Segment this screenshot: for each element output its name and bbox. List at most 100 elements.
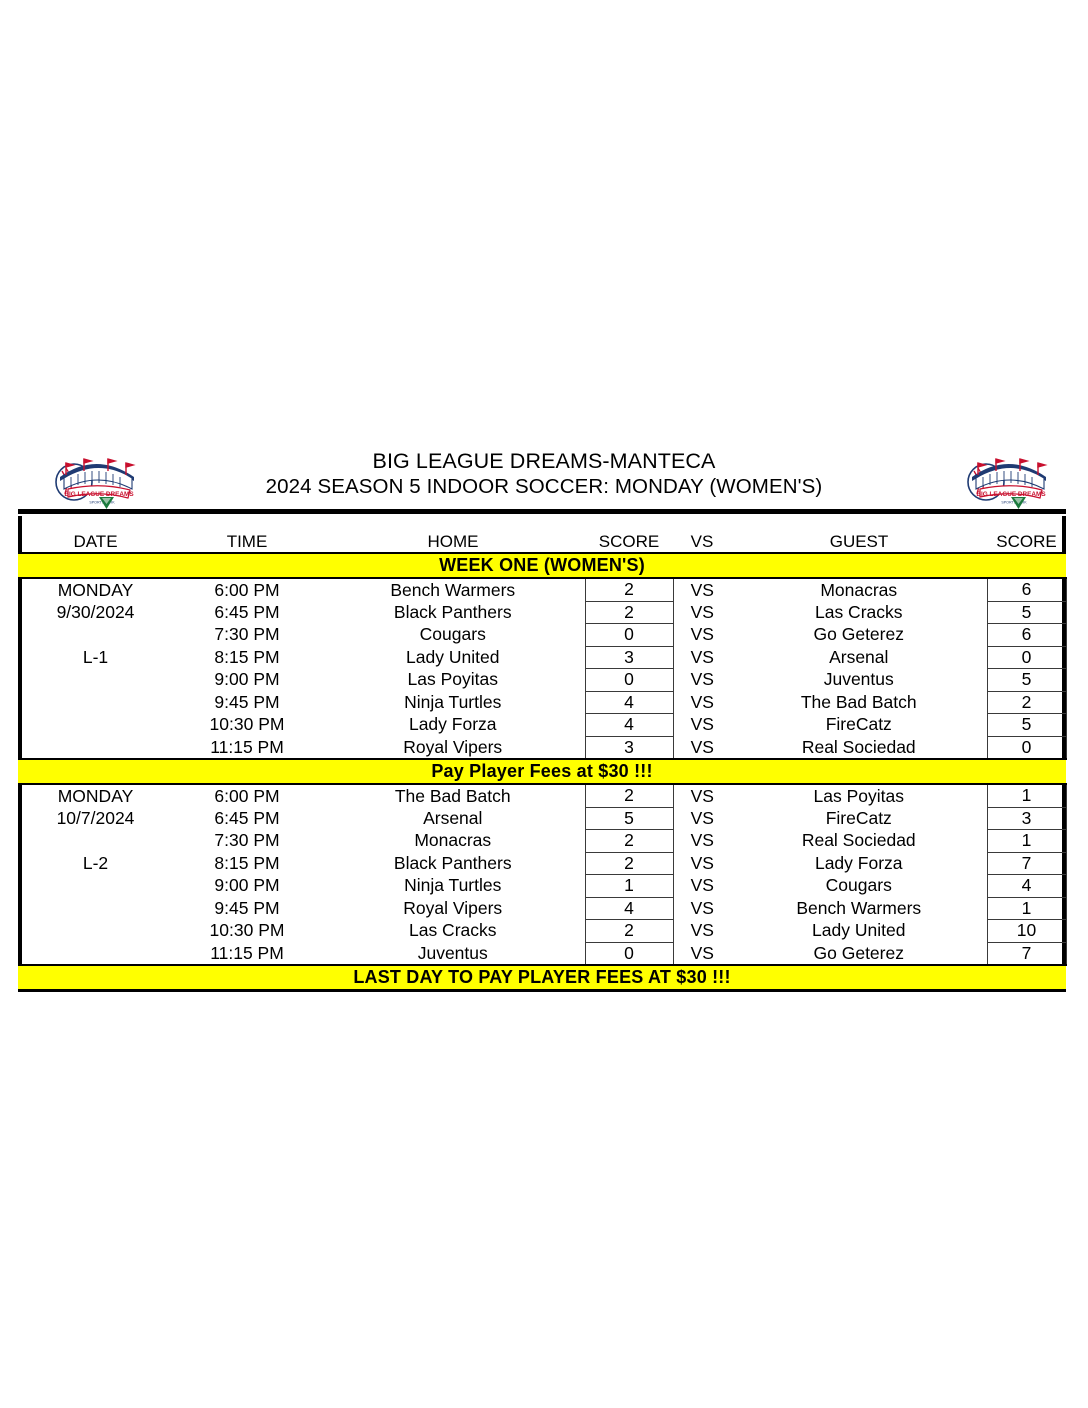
cell-time: 7:30 PM xyxy=(214,830,280,851)
title-line-1: BIG LEAGUE DREAMS-MANTECA xyxy=(372,449,716,473)
cell-home-team: Lady United xyxy=(406,646,500,667)
cell-home-score[interactable]: 2 xyxy=(584,919,674,943)
cell-home-team: Royal Vipers xyxy=(403,897,503,918)
cell-guest-team: Juventus xyxy=(823,669,894,690)
cell-vs: VS xyxy=(690,736,714,757)
cell-guest-team: FireCatz xyxy=(825,714,892,735)
cell-time: 9:45 PM xyxy=(214,691,280,712)
cell-time: 11:15 PM xyxy=(210,942,284,963)
cell-vs: VS xyxy=(690,830,714,851)
cell-home-team: Black Panthers xyxy=(393,601,512,622)
cell-date xyxy=(18,691,173,714)
cell-home-score[interactable]: 4 xyxy=(584,896,674,920)
cell-time: 6:45 PM xyxy=(214,601,280,622)
cell-home-score[interactable]: 5 xyxy=(584,806,674,830)
table-row: 9/30/2024 6:45 PM Black Panthers 2 VS Las Cra… xyxy=(18,600,1067,624)
cell-guest-score[interactable]: 0 xyxy=(986,645,1067,669)
cell-vs: VS xyxy=(690,942,714,963)
column-header-time: TIME xyxy=(173,530,321,554)
cell-home-score[interactable]: 2 xyxy=(584,577,674,602)
cell-guest-team: Las Poyitas xyxy=(813,785,904,806)
table-row: 7:30 PM Monacras 2 VS Real Sociedad 1 xyxy=(18,829,1067,853)
banner-row-pay-fees: Pay Player Fees at $30 !!! xyxy=(18,758,1066,785)
cell-home-score[interactable]: 0 xyxy=(584,623,674,647)
cell-guest-score[interactable]: 4 xyxy=(986,874,1067,898)
cell-home-score[interactable]: 4 xyxy=(584,690,674,714)
cell-vs: VS xyxy=(690,601,714,622)
page-title: BIG LEAGUE DREAMS-MANTECA 2024 SEASON 5 … xyxy=(160,448,928,499)
table-row: 10:30 PM Lady Forza 4 VS FireCatz 5 xyxy=(18,713,1067,737)
cell-guest-score[interactable]: 7 xyxy=(986,851,1067,875)
table-row: 9:00 PM Ninja Turtles 1 VS Cougars 4 xyxy=(18,874,1067,898)
cell-home-score[interactable]: 2 xyxy=(584,600,674,624)
table-top-spacer-cell xyxy=(18,516,1066,530)
cell-time: 7:30 PM xyxy=(214,624,280,645)
cell-guest-score[interactable]: 3 xyxy=(986,806,1067,830)
cell-home-score[interactable]: 3 xyxy=(584,735,674,760)
banner-text-last-day: LAST DAY TO PAY PLAYER FEES AT $30 !!! xyxy=(18,964,1066,992)
cell-home-team: Ninja Turtles xyxy=(404,875,502,896)
cell-home-score[interactable]: 3 xyxy=(584,645,674,669)
cell-guest-score[interactable]: 1 xyxy=(986,783,1067,808)
cell-home-score[interactable]: 2 xyxy=(584,829,674,853)
cell-guest-score[interactable]: 5 xyxy=(986,713,1067,737)
cell-time: 9:00 PM xyxy=(214,875,280,896)
column-header-vs: VS xyxy=(673,530,731,554)
cell-date xyxy=(18,830,173,853)
cell-home-score[interactable]: 2 xyxy=(584,783,674,808)
cell-time: 9:00 PM xyxy=(214,669,280,690)
cell-guest-score[interactable]: 10 xyxy=(986,919,1067,943)
cell-guest-team: Cougars xyxy=(825,875,892,896)
cell-guest-team: Monacras xyxy=(820,579,898,600)
masthead: BIG LEAGUE DREAMS SPORTS PARK BIG LEAGUE… xyxy=(0,448,1088,514)
title-line-2: 2024 SEASON 5 INDOOR SOCCER: MONDAY (WOM… xyxy=(265,475,823,498)
cell-vs: VS xyxy=(690,897,714,918)
cell-guest-score[interactable]: 1 xyxy=(986,896,1067,920)
cell-guest-team: Real Sociedad xyxy=(801,736,916,757)
cell-time: 10:30 PM xyxy=(209,920,285,941)
cell-guest-score[interactable]: 6 xyxy=(986,577,1067,602)
cell-home-score[interactable]: 0 xyxy=(584,668,674,692)
logo-left: BIG LEAGUE DREAMS SPORTS PARK xyxy=(44,449,148,511)
cell-guest-score[interactable]: 0 xyxy=(986,735,1067,760)
cell-guest-score[interactable]: 1 xyxy=(986,829,1067,853)
cell-guest-team: Go Geterez xyxy=(813,624,904,645)
cell-home-score[interactable]: 2 xyxy=(584,851,674,875)
cell-time: 8:15 PM xyxy=(214,852,280,873)
cell-date xyxy=(18,624,173,647)
table-row: 10/7/2024 6:45 PM Arsenal 5 VS FireCatz 3 xyxy=(18,806,1067,830)
svg-text:BIG LEAGUE DREAMS: BIG LEAGUE DREAMS xyxy=(976,491,1046,498)
cell-home-score[interactable]: 0 xyxy=(584,941,674,966)
cell-vs: VS xyxy=(690,785,714,806)
cell-date: MONDAY xyxy=(57,785,134,806)
cell-guest-score[interactable]: 5 xyxy=(986,600,1067,624)
cell-home-team: Bench Warmers xyxy=(390,579,516,600)
cell-time: 11:15 PM xyxy=(210,736,284,757)
cell-home-team: Juventus xyxy=(417,942,488,963)
table-row: 9:45 PM Ninja Turtles 4 VS The Bad Batch 2 xyxy=(18,690,1067,714)
cell-home-team: Las Poyitas xyxy=(407,669,498,690)
column-header-score-home: SCORE xyxy=(585,530,673,554)
cell-guest-score[interactable]: 7 xyxy=(986,941,1067,966)
cell-home-score[interactable]: 1 xyxy=(584,874,674,898)
cell-vs: VS xyxy=(690,579,714,600)
cell-vs: VS xyxy=(690,624,714,645)
cell-date: L-1 xyxy=(82,646,109,667)
cell-guest-team: Bench Warmers xyxy=(796,897,922,918)
cell-time: 6:00 PM xyxy=(214,579,280,600)
cell-home-team: Ninja Turtles xyxy=(404,691,502,712)
cell-date: L-2 xyxy=(82,852,109,873)
cell-home-team: Royal Vipers xyxy=(403,736,503,757)
cell-time: 6:00 PM xyxy=(214,785,280,806)
cell-guest-score[interactable]: 2 xyxy=(986,690,1067,714)
cell-home-score[interactable]: 4 xyxy=(584,713,674,737)
cell-guest-score[interactable]: 5 xyxy=(986,668,1067,692)
cell-date xyxy=(18,920,173,943)
cell-guest-score[interactable]: 6 xyxy=(986,623,1067,647)
cell-guest-team: The Bad Batch xyxy=(800,691,917,712)
column-header-date: DATE xyxy=(18,530,173,554)
cell-date xyxy=(18,669,173,692)
cell-guest-team: Lady United xyxy=(812,920,906,941)
cell-date: 10/7/2024 xyxy=(56,807,135,828)
cell-date xyxy=(18,736,173,759)
